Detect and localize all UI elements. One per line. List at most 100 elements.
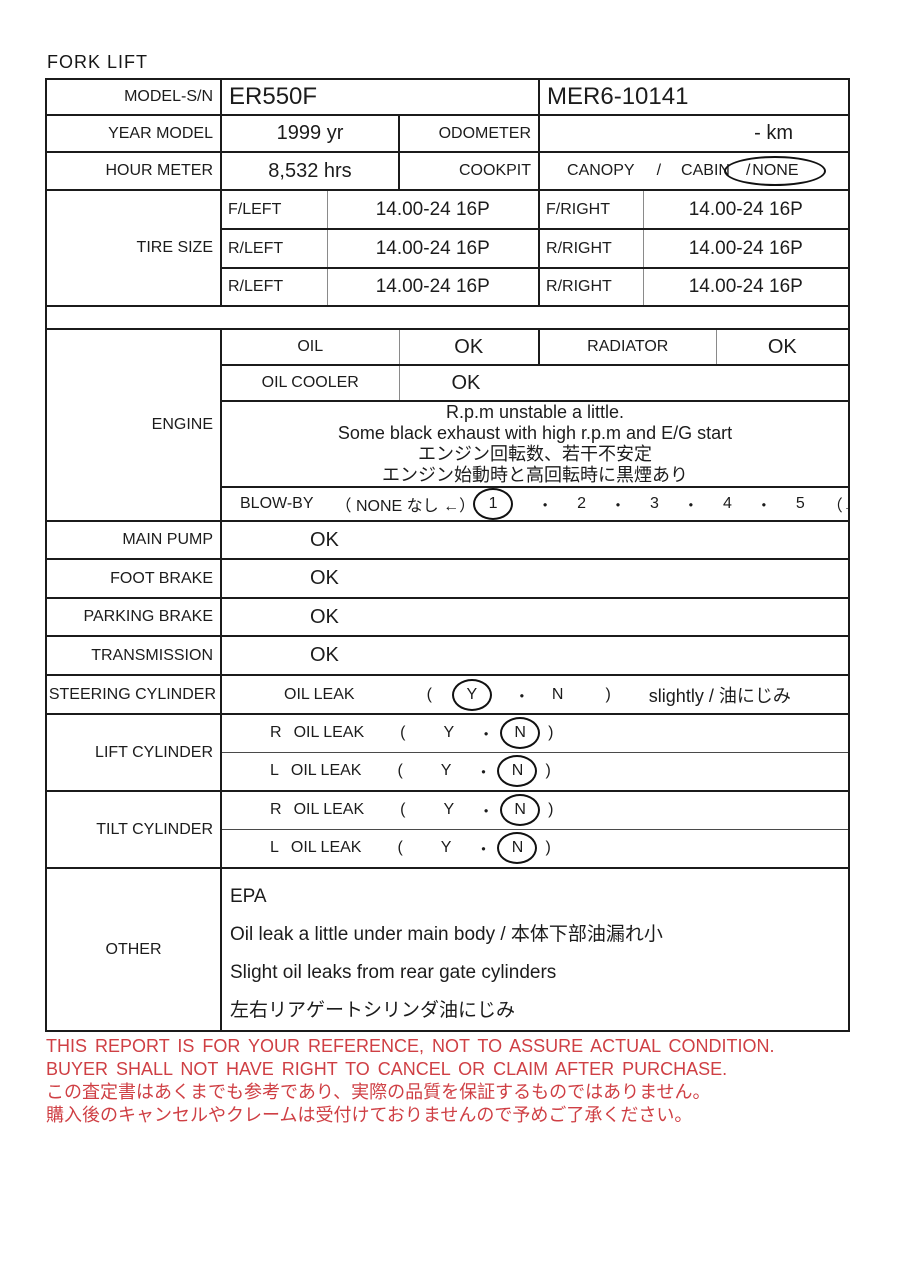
- lift-cylinder-label: LIFT CYLINDER: [45, 713, 222, 792]
- cockpit-option-none-circled: NONE: [724, 156, 827, 186]
- lift-r-leak-cell: R OIL LEAK ( Y ・ N ): [219, 713, 851, 753]
- row-engine-oil-cooler: OIL COOLER OK: [46, 364, 851, 402]
- engine-note-line: エンジン回転数、若干不安定: [418, 444, 652, 464]
- spacer-cell: [44, 305, 851, 330]
- other-note-line: 左右リアゲートシリンダ油にじみ: [230, 1000, 516, 1021]
- lift-l-leak-cell: L OIL LEAK ( Y ・ N ): [219, 751, 851, 792]
- paren-close: ): [605, 685, 611, 703]
- blowby-scale-2: 2: [577, 495, 586, 512]
- tilt-r-y: Y: [443, 801, 455, 819]
- row-foot-brake: FOOT BRAKE OK: [45, 558, 851, 599]
- row-tire-front: TIRE SIZE F/LEFT 14.00-24 16P F/RIGHT 14…: [45, 189, 851, 307]
- row-main-pump: MAIN PUMP OK: [45, 520, 851, 560]
- paren-close: ): [548, 801, 554, 819]
- paren-open: (: [397, 839, 403, 857]
- cockpit-separator: /: [656, 162, 662, 179]
- paren-close: ): [548, 724, 554, 742]
- engine-label: ENGINE: [45, 328, 222, 522]
- odometer-label: ODOMETER: [397, 114, 541, 153]
- lift-r-n-circled: N: [500, 717, 541, 750]
- transmission-label: TRANSMISSION: [45, 635, 222, 676]
- tilt-l-leak-cell: L OIL LEAK ( Y ・ N ): [219, 828, 851, 869]
- parking-brake-label: PARKING BRAKE: [45, 597, 222, 637]
- tire-rr1-label: R/RIGHT: [538, 228, 644, 269]
- yn-separator: ・: [513, 688, 530, 706]
- paren-close: ): [545, 839, 551, 857]
- blowby-separator: ・: [537, 498, 554, 515]
- yn-separator: ・: [475, 765, 492, 783]
- steering-n: N: [551, 685, 564, 703]
- tilt-cylinder-label: TILT CYLINDER: [45, 790, 222, 869]
- row-other: OTHER EPA Oil leak a little under main b…: [45, 867, 851, 1032]
- disclaimer-line-jp: 購入後のキャンセルやクレームは受付けておりませんので予めご了承ください。: [46, 1105, 693, 1125]
- engine-oil-cooler-value: OK: [398, 364, 851, 402]
- row-blowby: BLOW-BY （ NONE なし ←） 1 ・ 2 ・ 3 ・ 4 ・ 5 （…: [46, 486, 851, 522]
- tilt-l-side: L: [270, 839, 279, 857]
- blowby-scale-3: 3: [650, 495, 659, 512]
- blowby-separator: ・: [682, 498, 699, 515]
- tire-rr2-value: 14.00-24 16P: [642, 267, 851, 307]
- engine-note-line: Some black exhaust with high r.p.m and E…: [337, 423, 733, 443]
- tilt-l-y: Y: [440, 839, 452, 857]
- engine-oil-cooler-label: OIL COOLER: [220, 364, 400, 402]
- disclaimer-line-en: THIS REPORT IS FOR YOUR REFERENCE, NOT T…: [46, 1036, 775, 1056]
- paren-open: (: [400, 801, 406, 819]
- cockpit-option-cabin: CABIN: [681, 162, 730, 179]
- hour-meter-label: HOUR METER: [45, 151, 222, 191]
- row-tilt-cylinder-r: TILT CYLINDER R OIL LEAK ( Y ・ N ): [45, 790, 851, 869]
- row-hour-cockpit: HOUR METER 8,532 hrs COOKPIT CANOPY / CA…: [45, 151, 851, 191]
- tire-rl2-value: 14.00-24 16P: [326, 267, 541, 307]
- tilt-r-side: R: [270, 801, 282, 819]
- steering-leak-cell: OIL LEAK ( Y ・ N ) slightly / 油にじみ: [219, 674, 851, 715]
- disclaimer-line-en: BUYER SHALL NOT HAVE RIGHT TO CANCEL OR …: [46, 1059, 728, 1079]
- yn-separator: ・: [478, 804, 495, 822]
- engine-oil-value: OK: [398, 328, 541, 366]
- blowby-scale-1-circled: 1: [473, 489, 514, 519]
- tire-rl1-label: R/LEFT: [220, 228, 328, 269]
- blowby-none-caption: （ NONE なし ←）: [335, 498, 476, 515]
- main-pump-value: OK: [219, 520, 851, 560]
- blowby-separator: ・: [755, 498, 772, 515]
- lift-r-oil-leak-label: OIL LEAK: [293, 724, 365, 742]
- model-value: ER550F: [219, 78, 541, 116]
- paren-open: (: [426, 685, 432, 703]
- tire-rr1-value: 14.00-24 16P: [642, 228, 851, 269]
- transmission-value: OK: [219, 635, 851, 676]
- tire-fr-value: 14.00-24 16P: [642, 189, 851, 230]
- tire-rr2-label: R/RIGHT: [538, 267, 644, 307]
- row-year-odometer: YEAR MODEL 1999 yr ODOMETER - km: [45, 114, 851, 153]
- engine-oil-label: OIL: [220, 328, 400, 366]
- steering-oil-leak-label: OIL LEAK: [284, 685, 355, 703]
- tire-fl-value: 14.00-24 16P: [326, 189, 541, 230]
- row-lift-cylinder-l: L OIL LEAK ( Y ・ N ): [46, 751, 851, 792]
- blowby-separator: ・: [610, 498, 627, 515]
- steering-cylinder-label: STEERING CYLINDER: [45, 674, 222, 715]
- row-lift-cylinder-r: LIFT CYLINDER R OIL LEAK ( Y ・ N ): [45, 713, 851, 792]
- row-model: MODEL-S/N ER550F MER6-10141: [45, 78, 851, 116]
- engine-note-line: R.p.m unstable a little.: [445, 402, 625, 422]
- year-model-label: YEAR MODEL: [45, 114, 222, 153]
- odometer-value: - km: [538, 114, 851, 153]
- tilt-r-oil-leak-label: OIL LEAK: [293, 801, 365, 819]
- model-sn-label: MODEL-S/N: [45, 78, 222, 116]
- engine-radiator-label: RADIATOR: [538, 328, 717, 366]
- yn-separator: ・: [475, 842, 492, 860]
- hour-meter-value: 8,532 hrs: [220, 151, 400, 191]
- parking-brake-value: OK: [219, 597, 851, 637]
- row-engine-oil: ENGINE OIL OK RADIATOR OK: [45, 328, 851, 522]
- cockpit-value: CANOPY / CABIN / NONE: [538, 151, 851, 191]
- row-tire-rear2: R/LEFT 14.00-24 16P R/RIGHT 14.00-24 16P: [46, 267, 851, 307]
- year-model-value: 1999 yr: [220, 114, 400, 153]
- row-engine-notes: R.p.m unstable a little. Some black exha…: [46, 400, 851, 488]
- blowby-cell: BLOW-BY （ NONE なし ←） 1 ・ 2 ・ 3 ・ 4 ・ 5 （…: [219, 486, 851, 522]
- row-spacer: [44, 305, 851, 330]
- paren-open: (: [397, 762, 403, 780]
- row-transmission: TRANSMISSION OK: [45, 635, 851, 676]
- row-parking-brake: PARKING BRAKE OK: [45, 597, 851, 637]
- tire-fr-label: F/RIGHT: [538, 189, 644, 230]
- row-tire-rear1: R/LEFT 14.00-24 16P R/RIGHT 14.00-24 16P: [46, 228, 851, 269]
- page-title: FORK LIFT: [47, 52, 149, 72]
- cockpit-label: COOKPIT: [397, 151, 541, 191]
- engine-notes: R.p.m unstable a little. Some black exha…: [219, 400, 851, 488]
- other-note-line: EPA: [230, 886, 267, 907]
